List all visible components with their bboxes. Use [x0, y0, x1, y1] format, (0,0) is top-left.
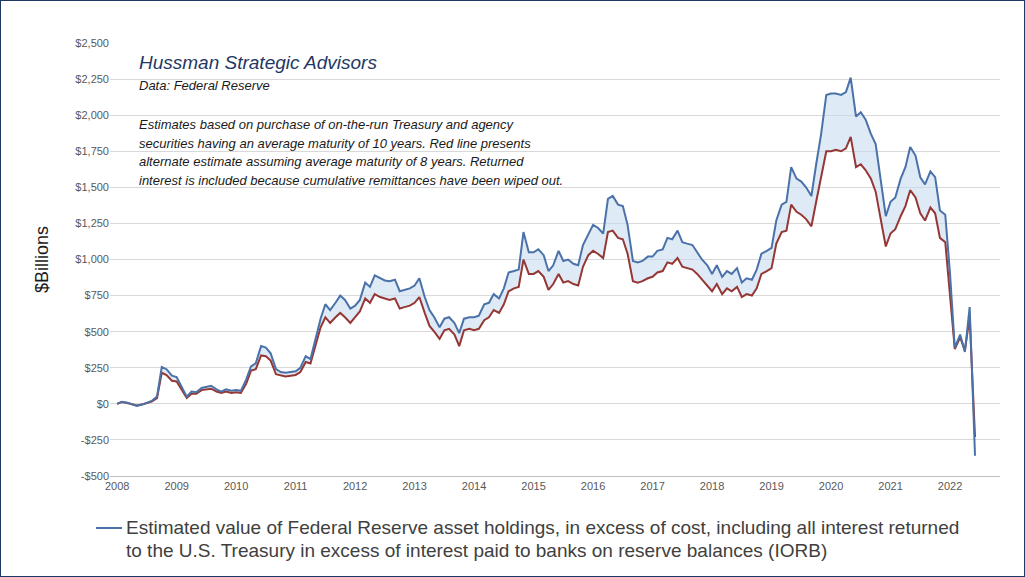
svg-text:2008: 2008 [105, 480, 129, 492]
svg-text:$1,500: $1,500 [75, 181, 109, 193]
svg-text:2021: 2021 [878, 480, 902, 492]
svg-text:Data: Federal Reserve: Data: Federal Reserve [139, 78, 270, 93]
svg-text:$1,250: $1,250 [75, 217, 109, 229]
svg-text:2011: 2011 [284, 480, 308, 492]
svg-text:2017: 2017 [640, 480, 664, 492]
svg-text:Estimates based on purchase of: Estimates based on purchase of on-the-ru… [139, 117, 515, 132]
svg-text:$2,500: $2,500 [75, 37, 109, 49]
svg-text:$750: $750 [85, 289, 109, 301]
svg-text:2014: 2014 [462, 480, 486, 492]
svg-text:$2,250: $2,250 [75, 73, 109, 85]
svg-text:2016: 2016 [581, 480, 605, 492]
svg-text:$Billions: $Billions [32, 226, 52, 293]
svg-text:alternate estimate assuming av: alternate estimate assuming average matu… [139, 154, 524, 169]
svg-text:2013: 2013 [402, 480, 426, 492]
html-text:Estimated value of Federal Res: Estimated value of Federal Reserve asset… [126, 517, 960, 561]
svg-text:2012: 2012 [343, 480, 367, 492]
svg-text:-$250: -$250 [81, 434, 109, 446]
svg-text:$0: $0 [97, 398, 109, 410]
svg-text:$500: $500 [85, 326, 109, 338]
svg-text:$1,750: $1,750 [75, 145, 109, 157]
svg-text:2015: 2015 [521, 480, 545, 492]
svg-text:securities having an average m: securities having an average maturity of… [139, 136, 531, 151]
svg-text:2018: 2018 [700, 480, 724, 492]
svg-text:2019: 2019 [759, 480, 783, 492]
svg-text:$2,000: $2,000 [75, 109, 109, 121]
svg-text:2020: 2020 [819, 480, 843, 492]
svg-text:-$500: -$500 [81, 470, 109, 482]
svg-text:2009: 2009 [164, 480, 188, 492]
svg-text:$250: $250 [85, 362, 109, 374]
svg-text:2010: 2010 [224, 480, 248, 492]
svg-text:2022: 2022 [938, 480, 962, 492]
svg-text:$1,000: $1,000 [75, 253, 109, 265]
svg-text:interest is included because c: interest is included because cumulative … [139, 173, 563, 188]
svg-text:Hussman Strategic Advisors: Hussman Strategic Advisors [139, 52, 377, 73]
